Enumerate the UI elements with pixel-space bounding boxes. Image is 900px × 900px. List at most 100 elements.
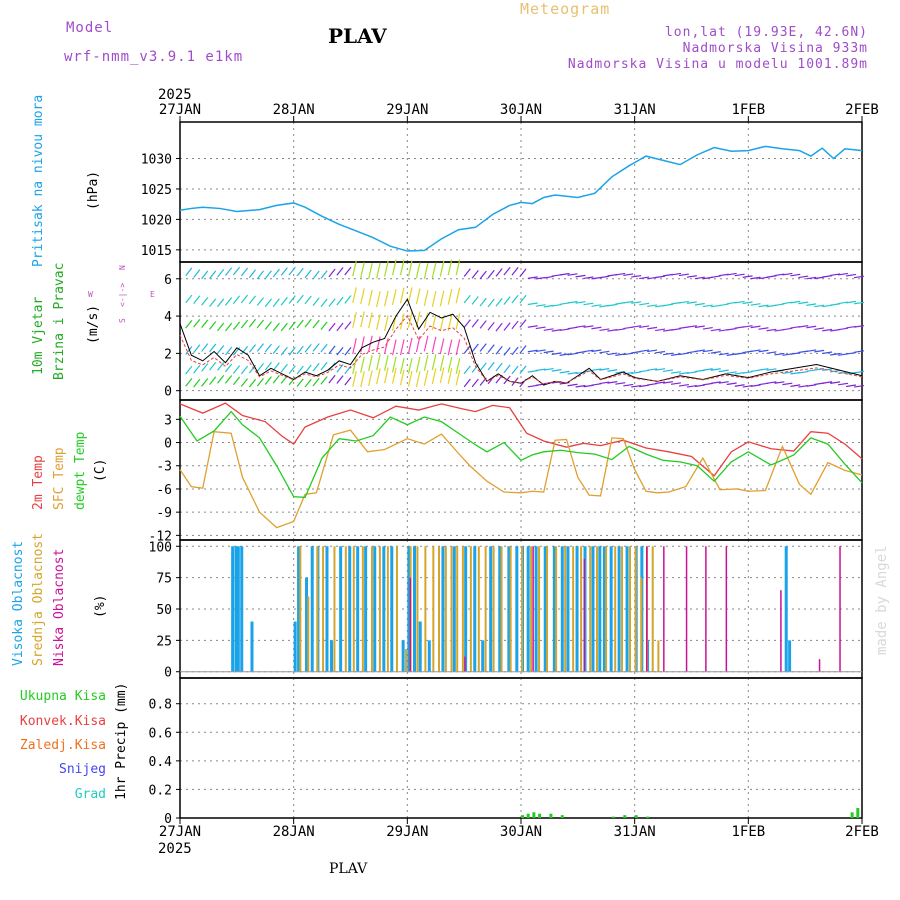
wind-barb [217, 375, 225, 384]
wind-barb [256, 343, 264, 352]
cloud-bar [236, 546, 240, 672]
wind-barb [575, 274, 586, 278]
cloud-bar [555, 546, 558, 672]
cloud-bar [231, 546, 235, 672]
wind-barb [360, 311, 365, 328]
cloud-bar [538, 546, 541, 672]
wind-barb [407, 311, 413, 328]
wind-barb [296, 267, 304, 277]
wind-barb [248, 295, 257, 305]
wind-barb [264, 270, 272, 279]
wind-barb [583, 349, 594, 353]
cloud-bar [407, 546, 411, 672]
wind-barb [519, 365, 527, 375]
wind-barb [185, 365, 193, 375]
cloud-bar [250, 621, 254, 672]
wind-barb [320, 270, 328, 279]
wind-barb [583, 302, 594, 306]
cloud-bar [456, 546, 459, 672]
wind-barb [527, 302, 538, 306]
y-tick-label: -6 [156, 483, 172, 498]
wind-barb [455, 358, 461, 375]
wind-barb [384, 315, 389, 332]
cloud-bar [530, 546, 533, 672]
wind-barb [662, 352, 674, 356]
wind-barb [288, 347, 296, 356]
y-tick-label: 50 [156, 603, 172, 618]
wind-barb [639, 302, 650, 306]
y-tick-label: 1020 [141, 213, 172, 228]
wind-barb [391, 367, 397, 384]
y-tick-label: 6 [164, 273, 172, 288]
wind-frame [179, 261, 863, 401]
wind-barb [495, 322, 503, 332]
cloud-bar [651, 546, 654, 672]
wind-barb [224, 322, 233, 332]
wind-barb [639, 325, 650, 329]
wind-barb [320, 298, 328, 308]
wind-barb [710, 328, 721, 332]
wind-barb [559, 370, 570, 374]
precip-legend-0: Ukupna Kisa [20, 689, 106, 704]
cloud-bar [663, 546, 665, 672]
wind-barb [647, 349, 658, 353]
wind-barb [447, 314, 453, 331]
wind-barb [774, 381, 785, 384]
product-title: Meteogram [520, 0, 611, 18]
cloud-bar [305, 577, 309, 672]
wind-barb [248, 269, 257, 279]
temp-axis-label-0: 2m Temp [31, 455, 46, 510]
cloud-bar [725, 546, 728, 672]
wind-barb [718, 352, 729, 356]
wind-barb [272, 298, 280, 307]
cloud-unit-label: (%) [93, 595, 108, 618]
wind-barb [527, 349, 538, 353]
wind-barb [407, 371, 413, 387]
wind-barb [232, 376, 241, 386]
cloud-bar [316, 546, 319, 672]
wind-barb [479, 297, 487, 307]
wind-barb [431, 354, 437, 371]
cloud-bar [378, 546, 381, 672]
wind-barb [312, 343, 320, 352]
y-tick-label: 3 [164, 413, 172, 428]
cloud-bar [325, 546, 329, 672]
wind-barb [495, 297, 503, 307]
cloud-bar [299, 546, 302, 672]
wind-barb [407, 337, 413, 354]
wind-barb [344, 365, 352, 375]
wind-barb [217, 298, 225, 308]
wind-barb [328, 322, 336, 332]
wind-barb [503, 296, 511, 305]
y-tick-label: 0.8 [149, 698, 172, 713]
wind-barb [232, 321, 241, 331]
wind-barb [288, 266, 296, 276]
wind-barb [853, 275, 865, 279]
wind-barb [280, 363, 288, 373]
wind-barb [766, 368, 777, 371]
credit-label: made by Angel [874, 545, 890, 655]
wind-barb [790, 300, 801, 304]
cloud-bar [481, 640, 485, 672]
wind-barb [344, 346, 352, 356]
wind-barb [694, 325, 705, 329]
wind-barb [853, 325, 865, 328]
pressure-frame [179, 121, 863, 263]
wind-barb [391, 289, 397, 305]
wind-barb [463, 268, 471, 277]
wind-barb [710, 381, 721, 384]
cloud-bar [405, 649, 408, 672]
wind-barb [758, 304, 769, 308]
wind-barb [567, 300, 578, 304]
x-tick-label-top: 30JAN [500, 102, 542, 118]
wind-barb [407, 287, 413, 304]
wind-barb [288, 295, 296, 304]
cloud-bar [784, 546, 788, 672]
wind-barb [583, 276, 594, 280]
wind-barb [256, 270, 264, 280]
wind-barb [272, 345, 280, 354]
wind-barb [615, 382, 626, 385]
wind-barb [224, 375, 233, 384]
cloud-bar [348, 546, 352, 672]
wind-barb [758, 349, 769, 353]
